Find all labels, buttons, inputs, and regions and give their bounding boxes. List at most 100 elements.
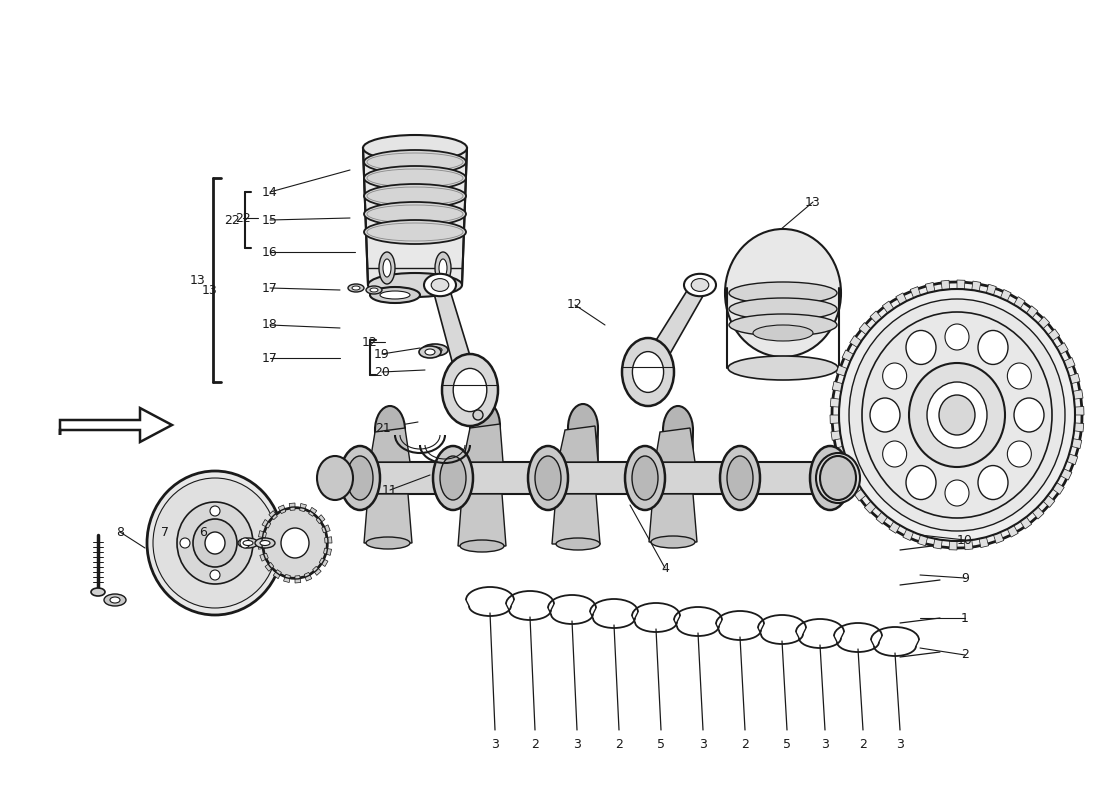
Polygon shape: [859, 322, 871, 334]
Text: 3: 3: [821, 738, 829, 751]
Text: 21: 21: [375, 422, 390, 434]
Text: 22: 22: [235, 211, 251, 225]
Text: 13: 13: [805, 195, 821, 209]
Ellipse shape: [882, 441, 906, 467]
Ellipse shape: [364, 202, 466, 226]
Ellipse shape: [428, 347, 442, 353]
Polygon shape: [949, 541, 957, 550]
Polygon shape: [363, 148, 468, 285]
Ellipse shape: [104, 594, 126, 606]
Ellipse shape: [383, 259, 390, 277]
Polygon shape: [843, 350, 854, 362]
Ellipse shape: [1014, 398, 1044, 432]
Polygon shape: [1037, 317, 1049, 329]
Polygon shape: [370, 428, 410, 462]
Polygon shape: [1014, 297, 1025, 309]
Polygon shape: [552, 494, 600, 544]
Ellipse shape: [210, 506, 220, 516]
Ellipse shape: [147, 471, 283, 615]
Ellipse shape: [205, 532, 225, 554]
Ellipse shape: [978, 466, 1008, 499]
Ellipse shape: [255, 538, 275, 548]
Ellipse shape: [535, 456, 561, 500]
Ellipse shape: [366, 537, 410, 549]
Ellipse shape: [1008, 441, 1032, 467]
Ellipse shape: [364, 150, 466, 174]
Ellipse shape: [442, 354, 498, 426]
Polygon shape: [1053, 482, 1064, 494]
Ellipse shape: [528, 446, 568, 510]
Polygon shape: [846, 476, 857, 487]
Ellipse shape: [110, 597, 120, 603]
Ellipse shape: [870, 398, 900, 432]
Polygon shape: [903, 529, 914, 541]
Ellipse shape: [425, 349, 435, 355]
Polygon shape: [882, 301, 894, 313]
Polygon shape: [993, 532, 1004, 543]
Ellipse shape: [340, 446, 379, 510]
Text: 2: 2: [859, 738, 867, 751]
Ellipse shape: [424, 274, 456, 296]
Text: 10: 10: [957, 534, 972, 546]
Polygon shape: [1000, 290, 1011, 301]
Text: 13: 13: [190, 274, 206, 286]
Text: 14: 14: [262, 186, 278, 198]
Ellipse shape: [434, 252, 451, 284]
Polygon shape: [1071, 438, 1081, 449]
Polygon shape: [649, 494, 697, 542]
Polygon shape: [323, 548, 331, 555]
Ellipse shape: [473, 410, 483, 420]
Ellipse shape: [625, 446, 666, 510]
Polygon shape: [870, 311, 882, 323]
Text: 16: 16: [262, 246, 278, 258]
Ellipse shape: [862, 312, 1052, 518]
Polygon shape: [987, 284, 997, 295]
Ellipse shape: [375, 406, 405, 454]
Ellipse shape: [725, 229, 842, 357]
Ellipse shape: [160, 485, 270, 601]
Polygon shape: [1048, 329, 1059, 341]
Polygon shape: [1074, 423, 1084, 432]
Polygon shape: [865, 502, 877, 514]
Text: 2: 2: [531, 738, 539, 751]
Polygon shape: [855, 489, 866, 501]
Ellipse shape: [882, 363, 906, 389]
Polygon shape: [1064, 358, 1075, 369]
Ellipse shape: [364, 184, 466, 208]
Polygon shape: [278, 505, 286, 514]
Polygon shape: [979, 537, 989, 548]
Polygon shape: [1069, 374, 1080, 384]
Text: 17: 17: [262, 282, 278, 294]
Ellipse shape: [440, 456, 466, 500]
Ellipse shape: [368, 273, 462, 297]
Ellipse shape: [379, 291, 410, 299]
Polygon shape: [284, 574, 290, 582]
Text: 18: 18: [262, 318, 278, 331]
Ellipse shape: [832, 282, 1082, 548]
Polygon shape: [321, 525, 330, 533]
Text: 3: 3: [896, 738, 904, 751]
Ellipse shape: [939, 395, 975, 435]
Ellipse shape: [927, 382, 987, 448]
Ellipse shape: [177, 502, 253, 584]
Polygon shape: [965, 540, 972, 550]
Polygon shape: [889, 522, 900, 534]
Ellipse shape: [317, 456, 353, 500]
Ellipse shape: [651, 536, 695, 548]
Ellipse shape: [816, 453, 860, 503]
Ellipse shape: [346, 456, 373, 500]
Polygon shape: [364, 494, 412, 543]
Polygon shape: [330, 462, 838, 494]
Ellipse shape: [849, 299, 1065, 531]
Polygon shape: [316, 514, 324, 524]
Polygon shape: [458, 494, 506, 546]
Polygon shape: [1008, 526, 1019, 537]
Polygon shape: [850, 336, 861, 347]
Polygon shape: [258, 543, 265, 550]
Polygon shape: [1057, 342, 1068, 354]
Ellipse shape: [810, 446, 850, 510]
Ellipse shape: [364, 220, 466, 244]
Polygon shape: [324, 537, 332, 543]
Ellipse shape: [632, 351, 663, 392]
Polygon shape: [834, 446, 845, 457]
